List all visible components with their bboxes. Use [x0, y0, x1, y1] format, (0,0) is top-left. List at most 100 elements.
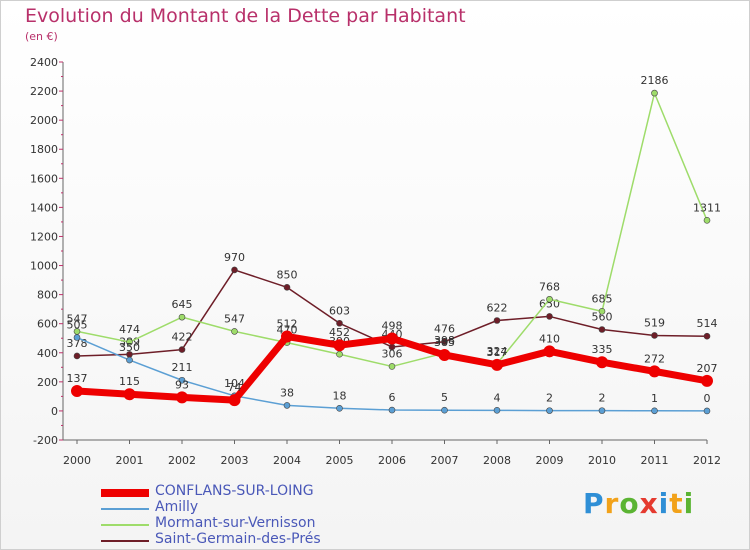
data-point — [388, 363, 396, 370]
data-point — [598, 407, 606, 414]
data-label: 398 — [434, 334, 455, 347]
data-label: 137 — [67, 372, 88, 385]
data-label: 470 — [277, 324, 298, 337]
data-point — [126, 356, 133, 364]
legend-swatch-amilly — [101, 508, 149, 510]
y-tick-label: 1200 — [30, 230, 58, 243]
data-point — [126, 338, 133, 346]
y-tick-label: 400 — [37, 347, 58, 360]
data-point — [73, 352, 81, 360]
data-point — [441, 406, 448, 414]
legend-label-amilly: Amilly — [155, 499, 199, 515]
x-tick-label: 2007 — [431, 454, 459, 467]
data-label: 970 — [224, 251, 245, 264]
data-point — [73, 334, 81, 341]
data-label: 622 — [487, 301, 508, 314]
data-label: 422 — [172, 331, 193, 344]
data-label: 5 — [441, 391, 448, 404]
logo-letter: P — [583, 487, 605, 520]
data-label: 685 — [592, 292, 613, 305]
data-label: 514 — [697, 317, 718, 330]
data-label: 850 — [277, 268, 298, 281]
data-label: 474 — [119, 323, 140, 336]
y-tick-label: 2400 — [30, 56, 58, 69]
data-point — [176, 391, 188, 404]
data-point — [386, 332, 398, 345]
legend-swatch-conflans — [101, 489, 149, 497]
y-tick-label: 2000 — [30, 114, 58, 127]
data-point — [231, 266, 238, 274]
data-label: 335 — [592, 343, 613, 356]
data-point — [71, 385, 83, 398]
data-label: 498 — [382, 320, 403, 333]
data-label: 0 — [704, 392, 711, 405]
data-label: 115 — [119, 375, 140, 388]
data-point — [336, 405, 343, 412]
data-label: 104 — [224, 377, 245, 390]
data-point — [651, 407, 658, 415]
data-point — [648, 365, 661, 378]
data-label: 38 — [280, 386, 294, 399]
legend-label-conflans: CONFLANS-SUR-LOING — [155, 483, 314, 499]
y-tick-label: 800 — [37, 289, 58, 302]
legend-label-saint-germain: Saint-Germain-des-Prés — [155, 531, 321, 547]
y-tick-label: 0 — [51, 405, 58, 418]
y-tick-label: -200 — [33, 434, 58, 447]
chart-title: Evolution du Montant de la Dette par Hab… — [25, 5, 466, 27]
x-tick-label: 2010 — [588, 454, 616, 467]
data-point — [281, 330, 293, 343]
data-label: 603 — [329, 304, 350, 317]
data-label: 1311 — [693, 201, 721, 214]
data-label: 2186 — [641, 74, 669, 87]
data-label: 519 — [644, 316, 665, 329]
data-point — [283, 284, 291, 291]
data-point — [598, 308, 606, 315]
data-point — [493, 407, 501, 414]
data-point — [598, 326, 606, 333]
data-label: 74 — [228, 381, 242, 394]
data-label: 768 — [539, 280, 560, 293]
x-tick-label: 2011 — [641, 454, 669, 467]
data-point — [388, 406, 396, 414]
data-point — [336, 350, 343, 358]
chart-subtitle: (en €) — [25, 30, 58, 43]
data-label: 6 — [389, 391, 396, 404]
logo-letter: r — [604, 487, 620, 520]
data-point — [178, 313, 186, 321]
data-label: 18 — [333, 389, 347, 402]
legend-swatch-saint-germain — [101, 540, 149, 542]
data-point — [336, 319, 343, 327]
proxiti-logo: Proxiti — [583, 487, 694, 520]
data-point — [283, 402, 291, 409]
data-label: 410 — [539, 332, 560, 345]
data-point — [651, 89, 658, 97]
data-label: 2 — [599, 392, 606, 405]
x-tick-label: 2004 — [273, 454, 301, 467]
data-point — [701, 374, 713, 387]
data-point — [231, 328, 238, 335]
data-point — [491, 358, 503, 371]
data-label: 350 — [119, 341, 140, 354]
y-tick-label: 600 — [37, 318, 58, 331]
data-point — [596, 356, 608, 369]
legend-swatch-mormant — [101, 524, 149, 526]
y-tick-label: 1000 — [30, 260, 58, 273]
x-tick-label: 2003 — [221, 454, 249, 467]
data-point — [546, 295, 553, 303]
x-tick-label: 2006 — [378, 454, 406, 467]
data-point — [441, 338, 448, 346]
y-tick-label: 200 — [37, 376, 58, 389]
data-point — [333, 339, 346, 352]
data-point — [703, 332, 711, 340]
logo-letter: i — [658, 487, 670, 520]
data-label: 93 — [175, 378, 189, 391]
x-tick-label: 2009 — [536, 454, 564, 467]
x-tick-label: 2012 — [693, 454, 721, 467]
y-tick-label: 1800 — [30, 143, 58, 156]
data-label: 476 — [434, 323, 455, 336]
series-0: 378389422970850603440476622650560519514 — [67, 251, 718, 360]
data-point — [438, 348, 451, 361]
